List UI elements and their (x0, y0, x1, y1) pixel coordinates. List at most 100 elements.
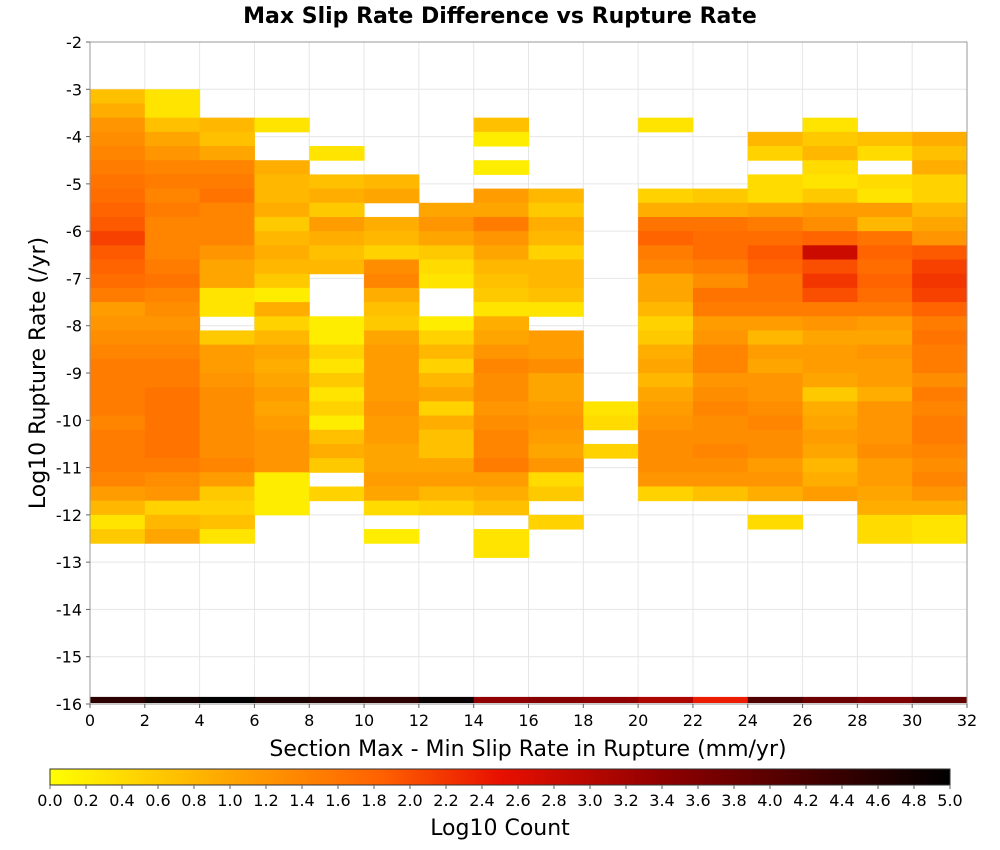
heatmap-cell (912, 401, 968, 417)
x-tick-label: 2 (140, 711, 150, 730)
y-tick-label: -13 (56, 553, 82, 572)
heatmap-cell (254, 415, 310, 431)
heatmap-cell (473, 131, 529, 147)
heatmap-cell (473, 117, 529, 133)
heatmap-cell (199, 131, 255, 147)
heatmap-cell (144, 443, 201, 459)
x-tick-label: 6 (249, 711, 259, 730)
heatmap-cell (638, 429, 694, 445)
colorbar-tick-label: 3.0 (577, 791, 602, 810)
heatmap-cell (90, 401, 146, 417)
heatmap-cell (528, 330, 584, 346)
heatmap-cell (199, 696, 255, 703)
heatmap-cell (90, 373, 146, 388)
heatmap-cell (747, 146, 804, 161)
heatmap-cell (747, 273, 804, 289)
heatmap-cell (254, 245, 310, 261)
heatmap-cell (309, 174, 365, 190)
y-tick-label: -14 (56, 600, 82, 619)
colorbar-tick-label: 2.6 (505, 791, 530, 810)
heatmap-cell (857, 529, 913, 544)
y-axis-label: Log10 Rupture Rate (/yr) (26, 237, 51, 509)
heatmap-cell (364, 316, 420, 331)
heatmap-cell (473, 429, 529, 445)
heatmap-cell (528, 259, 584, 275)
heatmap-cell (254, 443, 310, 459)
colorbar-tick-label: 4.0 (757, 791, 782, 810)
heatmap-cell (802, 231, 858, 246)
heatmap-cell (912, 316, 968, 331)
colorbar-label: Log10 Count (430, 816, 570, 841)
heatmap-cell (912, 131, 968, 147)
heatmap-cell (364, 387, 420, 402)
heatmap-cell (802, 401, 858, 417)
heatmap-cell (309, 231, 365, 246)
colorbar-tick-label: 1.6 (325, 791, 350, 810)
heatmap-cell (912, 330, 968, 346)
heatmap-cell (254, 231, 310, 246)
heatmap-cell (309, 316, 365, 331)
heatmap-cell (912, 387, 968, 402)
heatmap-cell (473, 231, 529, 246)
colorbar-tick-label: 4.6 (865, 791, 890, 810)
heatmap-cell (912, 344, 968, 360)
y-tick-label: -9 (66, 364, 82, 383)
heatmap-cell (638, 259, 694, 275)
heatmap-cell (912, 302, 968, 317)
heatmap-cell (638, 231, 694, 246)
heatmap-cell (638, 287, 694, 303)
y-tick-label: -12 (56, 506, 82, 525)
heatmap-cell (90, 415, 146, 431)
heatmap-cell (857, 344, 913, 360)
heatmap-cell (254, 259, 310, 275)
heatmap-cell (802, 373, 858, 388)
heatmap-cell (857, 373, 913, 388)
colorbar-tick-label: 4.4 (829, 791, 854, 810)
heatmap-cell (254, 330, 310, 346)
heatmap-cell (528, 458, 584, 473)
heatmap-cell (90, 131, 146, 147)
heatmap-cell (364, 273, 420, 289)
heatmap-cell (692, 458, 749, 473)
heatmap-cell (473, 216, 529, 232)
heatmap-cell (857, 415, 913, 431)
heatmap-cell (144, 89, 201, 104)
heatmap-cell (90, 358, 146, 374)
heatmap-cell (418, 401, 475, 417)
heatmap-cell (144, 373, 201, 388)
heatmap-cell (199, 160, 255, 175)
heatmap-cell (747, 387, 804, 402)
heatmap-cell (90, 273, 146, 289)
heatmap-cell (199, 443, 255, 459)
heatmap-cell (912, 529, 968, 544)
heatmap-cell (144, 316, 201, 331)
heatmap-cell (90, 443, 146, 459)
heatmap-cell (364, 401, 420, 417)
heatmap-cell (802, 316, 858, 331)
heatmap-cell (418, 344, 475, 360)
colorbar-ticks: 0.0 0.2 0.4 0.6 0.8 1.0 1.2 1.4 1.6 1.8 2.0 2.2 2.4 2… (37, 785, 963, 810)
heatmap-cell (144, 696, 201, 703)
heatmap-cell (802, 472, 858, 487)
heatmap-cell (90, 514, 146, 530)
heatmap-cell (802, 330, 858, 346)
heatmap-cell (802, 287, 858, 303)
heatmap-cell (692, 302, 749, 317)
heatmap-cell (802, 174, 858, 190)
heatmap-cell (528, 486, 584, 502)
colorbar-tick-label: 0.8 (181, 791, 206, 810)
heatmap-cell (90, 245, 146, 261)
heatmap-cell (473, 443, 529, 459)
heatmap-cell (638, 216, 694, 232)
heatmap-cell (199, 302, 255, 317)
heatmap-cell (747, 202, 804, 218)
heatmap-cell (638, 696, 694, 703)
heatmap-cell (254, 401, 310, 417)
x-tick-label: 4 (195, 711, 205, 730)
colorbar-tick-label: 0.2 (73, 791, 98, 810)
heatmap-cell (802, 696, 858, 703)
heatmap-cell (199, 401, 255, 417)
y-tick-label: -11 (56, 459, 82, 478)
heatmap-cell (473, 330, 529, 346)
heatmap-cell (199, 146, 255, 161)
